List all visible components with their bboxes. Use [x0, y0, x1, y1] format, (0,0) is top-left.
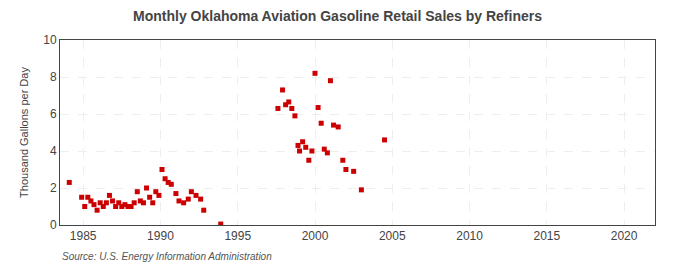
- svg-text:6: 6: [50, 107, 57, 121]
- svg-text:2005: 2005: [379, 229, 406, 243]
- svg-text:2: 2: [50, 181, 57, 195]
- svg-text:Thousand Gallons per Day: Thousand Gallons per Day: [18, 67, 30, 198]
- svg-text:Monthly Oklahoma Aviation Gaso: Monthly Oklahoma Aviation Gasoline Retai…: [133, 8, 542, 24]
- svg-text:Source: U.S. Energy Informatio: Source: U.S. Energy Information Administ…: [62, 251, 272, 262]
- svg-text:2015: 2015: [533, 229, 560, 243]
- svg-text:4: 4: [50, 144, 57, 158]
- svg-text:2010: 2010: [456, 229, 483, 243]
- svg-text:8: 8: [50, 70, 57, 84]
- svg-text:1995: 1995: [224, 229, 251, 243]
- svg-text:1985: 1985: [70, 229, 97, 243]
- svg-text:2000: 2000: [302, 229, 329, 243]
- svg-text:1990: 1990: [147, 229, 174, 243]
- svg-text:0: 0: [50, 218, 57, 232]
- svg-text:2020: 2020: [611, 229, 638, 243]
- svg-text:10: 10: [43, 33, 57, 47]
